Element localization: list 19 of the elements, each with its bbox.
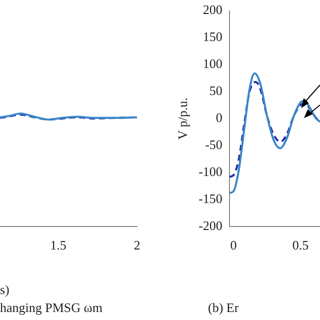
y-axis-title: V p/p.u. — [175, 98, 190, 140]
text: (b) Er — [208, 300, 239, 316]
y-tick-label: -100 — [198, 164, 222, 179]
x-axis-title: s) — [0, 282, 10, 298]
x-tick-label: 2 — [134, 238, 140, 253]
y-tick-label: 100 — [202, 56, 222, 72]
y-tick-label: 150 — [202, 29, 222, 44]
y-tick-label: 50 — [209, 83, 222, 98]
y-tick-label: -50 — [205, 136, 222, 152]
y-tick-label: 200 — [202, 2, 222, 18]
y-tick-label: -200 — [198, 218, 222, 233]
x-tick-label: 0 — [230, 238, 237, 253]
y-tick-label: -150 — [198, 190, 222, 206]
y-tick-label: 0 — [216, 110, 222, 126]
line-series — [229, 80, 320, 178]
x-tick-label: 0.5 — [292, 238, 309, 253]
x-tick-label: 1.5 — [50, 238, 66, 253]
text: hanging PMSG ωm — [0, 300, 102, 316]
line-series — [229, 72, 320, 194]
